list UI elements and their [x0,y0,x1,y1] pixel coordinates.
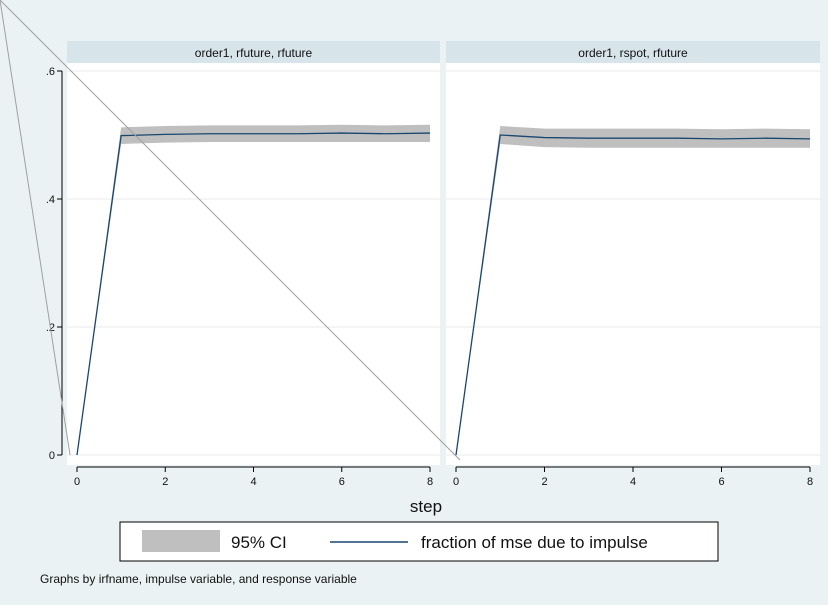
diagonal-overlay-line [0,0,461,461]
x-tick-label: 6 [339,476,345,488]
x-tick-label: 4 [250,476,256,488]
y-tick-label: 0 [49,450,55,462]
legend-ci-label: 95% CI [231,533,287,552]
x-tick-label: 2 [541,476,547,488]
edge-overlay-line [0,0,71,456]
x-axes: 0 2 4 6 8 0 2 4 6 8 [74,466,813,488]
x-tick-label: 0 [453,476,459,488]
panel-title: order1, rspot, rfuture [578,46,688,60]
plot-area [446,63,820,465]
x-tick-label: 2 [162,476,168,488]
x-tick-label: 6 [718,476,724,488]
legend-line-label: fraction of mse due to impulse [421,533,648,552]
y-tick-label: .4 [46,194,55,206]
legend-ci-swatch [142,530,220,552]
x-tick-label: 0 [74,476,80,488]
panel-title: order1, rfuture, rfuture [195,46,313,60]
panels: order1, rfuture, rfuture order1, rspot, r… [67,41,820,465]
panel-2: order1, rspot, rfuture [446,41,820,465]
legend: 95% CI fraction of mse due to impulse [119,521,719,562]
panel-title-strip [446,41,820,63]
y-tick-label: .6 [46,66,55,78]
x-tick-label: 8 [427,476,433,488]
x-axis-label: step [410,497,442,516]
x-tick-label: 8 [807,476,813,488]
x-tick-label: 4 [630,476,636,488]
panel-1: order1, rfuture, rfuture [67,41,440,465]
panel-title-strip [67,41,440,63]
graphs-by-note: Graphs by irfname, impulse variable, and… [40,572,357,586]
